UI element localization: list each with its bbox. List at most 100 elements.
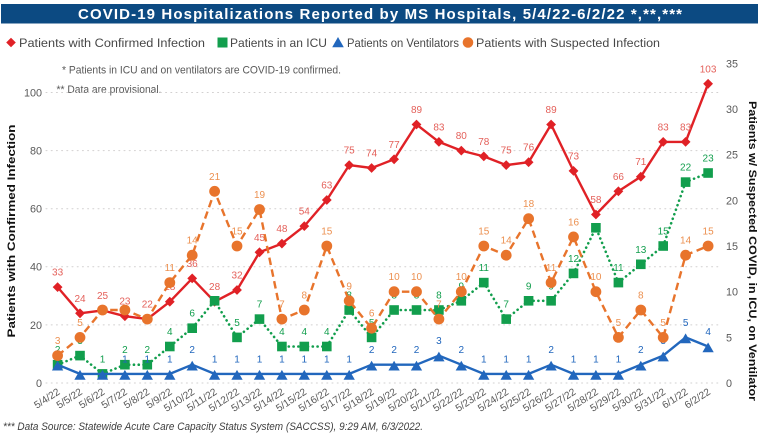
svg-text:78: 78 <box>478 137 490 148</box>
svg-text:75: 75 <box>501 146 513 157</box>
svg-text:10: 10 <box>411 272 423 283</box>
svg-text:15: 15 <box>478 227 490 238</box>
svg-text:100: 100 <box>24 87 42 99</box>
svg-text:89: 89 <box>411 105 423 116</box>
svg-text:10: 10 <box>456 272 468 283</box>
svg-text:3: 3 <box>55 336 61 347</box>
svg-text:23: 23 <box>703 154 715 165</box>
svg-text:2: 2 <box>189 345 195 356</box>
svg-text:1: 1 <box>503 354 509 365</box>
svg-text:4: 4 <box>324 327 330 338</box>
svg-text:74: 74 <box>366 149 378 160</box>
svg-text:80: 80 <box>30 146 42 158</box>
svg-text:10: 10 <box>389 272 401 283</box>
svg-text:4: 4 <box>279 327 285 338</box>
svg-text:66: 66 <box>613 172 625 183</box>
svg-text:83: 83 <box>433 122 445 133</box>
svg-text:20: 20 <box>726 195 738 207</box>
svg-text:4: 4 <box>167 327 173 338</box>
svg-text:3: 3 <box>436 336 442 347</box>
svg-text:Patients on Ventilators: Patients on Ventilators <box>347 36 459 50</box>
svg-text:11: 11 <box>479 263 490 274</box>
svg-text:15: 15 <box>658 227 670 238</box>
svg-text:1: 1 <box>167 354 173 365</box>
svg-text:1: 1 <box>302 354 308 365</box>
svg-text:Patients in an ICU: Patients in an ICU <box>230 36 327 50</box>
svg-text:76: 76 <box>523 143 535 154</box>
svg-text:21: 21 <box>209 172 221 183</box>
svg-text:73: 73 <box>568 151 580 162</box>
svg-text:Patients with Suspected Infect: Patients with Suspected Infection <box>476 36 660 50</box>
svg-text:24: 24 <box>74 294 86 305</box>
svg-text:40: 40 <box>30 262 42 274</box>
svg-text:7: 7 <box>257 300 263 311</box>
svg-text:5: 5 <box>616 318 622 329</box>
svg-text:*** Data Source: Statewide Acu: *** Data Source: Statewide Acute Care Ca… <box>3 421 423 433</box>
svg-text:2: 2 <box>459 345 465 356</box>
svg-text:* Patients in ICU and on venti: * Patients in ICU and on ventilators are… <box>62 65 341 77</box>
svg-text:2: 2 <box>638 345 644 356</box>
svg-text:77: 77 <box>389 140 401 151</box>
svg-text:5: 5 <box>660 318 666 329</box>
svg-text:9: 9 <box>526 281 532 292</box>
svg-text:71: 71 <box>635 157 647 168</box>
svg-text:2: 2 <box>369 345 375 356</box>
svg-text:15: 15 <box>703 227 715 238</box>
svg-text:11: 11 <box>546 263 557 274</box>
svg-text:6: 6 <box>369 309 375 320</box>
svg-text:5: 5 <box>683 318 689 329</box>
svg-text:13: 13 <box>635 245 647 256</box>
svg-text:2: 2 <box>122 345 128 356</box>
svg-text:25: 25 <box>97 291 109 302</box>
svg-text:2: 2 <box>145 345 151 356</box>
svg-text:1: 1 <box>145 354 151 365</box>
svg-text:10: 10 <box>726 287 738 299</box>
svg-text:15: 15 <box>726 241 738 253</box>
svg-text:48: 48 <box>276 224 288 235</box>
svg-text:30: 30 <box>726 104 738 116</box>
svg-text:28: 28 <box>209 282 221 293</box>
svg-text:25: 25 <box>726 150 738 162</box>
svg-text:11: 11 <box>613 263 624 274</box>
svg-text:35: 35 <box>726 58 738 70</box>
svg-text:1: 1 <box>526 354 532 365</box>
svg-text:33: 33 <box>52 268 64 279</box>
svg-text:8: 8 <box>638 291 644 302</box>
svg-text:1: 1 <box>616 354 622 365</box>
svg-text:5: 5 <box>234 318 240 329</box>
svg-text:19: 19 <box>254 190 266 201</box>
svg-text:1: 1 <box>212 354 218 365</box>
svg-text:14: 14 <box>680 236 692 247</box>
svg-text:14: 14 <box>501 236 513 247</box>
svg-text:0: 0 <box>36 378 42 390</box>
svg-text:58: 58 <box>590 195 602 206</box>
svg-text:7: 7 <box>279 300 285 311</box>
svg-text:Patients with Confirmed Infect: Patients with Confirmed Infection <box>19 36 205 50</box>
svg-text:83: 83 <box>658 122 670 133</box>
svg-text:75: 75 <box>344 146 356 157</box>
svg-text:20: 20 <box>30 320 42 332</box>
svg-text:2: 2 <box>548 345 554 356</box>
svg-text:Patients with Confirmed Infect: Patients with Confirmed Infection <box>6 125 18 338</box>
svg-text:2: 2 <box>391 345 397 356</box>
svg-text:6: 6 <box>189 309 195 320</box>
svg-text:4: 4 <box>705 327 711 338</box>
svg-text:0: 0 <box>726 378 732 390</box>
svg-text:1: 1 <box>593 354 599 365</box>
svg-text:63: 63 <box>321 181 333 192</box>
svg-text:2: 2 <box>414 345 420 356</box>
svg-text:83: 83 <box>680 122 692 133</box>
svg-text:12: 12 <box>568 254 580 265</box>
svg-text:5: 5 <box>726 332 732 344</box>
svg-text:4: 4 <box>302 327 308 338</box>
svg-text:Patients w/ Suspected COVID, i: Patients w/ Suspected COVID, in ICU, on … <box>746 101 758 402</box>
svg-text:1: 1 <box>257 354 263 365</box>
svg-text:1: 1 <box>122 354 128 365</box>
svg-text:15: 15 <box>231 227 243 238</box>
svg-text:8: 8 <box>436 291 442 302</box>
svg-text:103: 103 <box>700 64 717 75</box>
svg-text:1: 1 <box>571 354 577 365</box>
svg-text:16: 16 <box>568 217 580 228</box>
svg-text:1: 1 <box>234 354 240 365</box>
svg-text:1: 1 <box>346 354 352 365</box>
